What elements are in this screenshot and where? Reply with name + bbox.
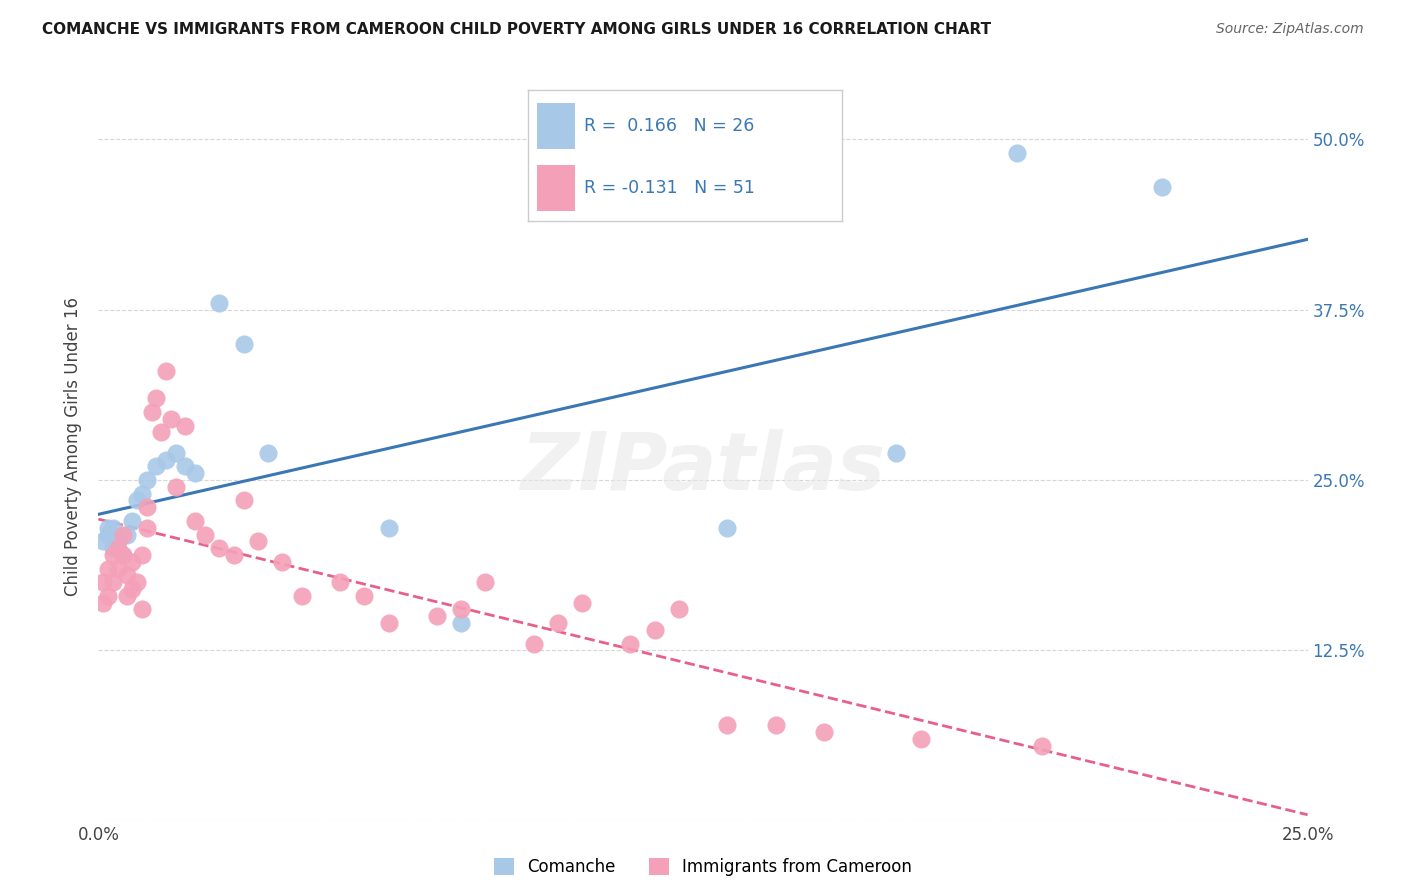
- Point: [256, 446, 278, 460]
- Point: [165, 446, 187, 460]
- Point: [247, 534, 270, 549]
- Point: [135, 521, 157, 535]
- Point: [101, 541, 124, 556]
- Point: [377, 521, 399, 535]
- Point: [765, 718, 787, 732]
- Point: [91, 534, 114, 549]
- Point: [91, 596, 114, 610]
- Point: [135, 473, 157, 487]
- Point: [127, 493, 149, 508]
- Point: [450, 602, 472, 616]
- Point: [232, 493, 254, 508]
- Point: [450, 616, 472, 631]
- Point: [101, 548, 124, 562]
- Point: [111, 548, 134, 562]
- Point: [547, 616, 569, 631]
- Point: [644, 623, 666, 637]
- Point: [111, 548, 134, 562]
- Point: [184, 514, 207, 528]
- Text: ZIPatlas: ZIPatlas: [520, 429, 886, 508]
- Point: [121, 555, 143, 569]
- Point: [232, 336, 254, 351]
- Point: [426, 609, 449, 624]
- Point: [121, 514, 143, 528]
- Point: [107, 541, 129, 556]
- Point: [716, 521, 738, 535]
- Point: [135, 500, 157, 515]
- Point: [668, 602, 690, 616]
- Point: [165, 480, 187, 494]
- Point: [184, 467, 207, 481]
- Text: Source: ZipAtlas.com: Source: ZipAtlas.com: [1216, 22, 1364, 37]
- Point: [1031, 739, 1053, 753]
- Point: [716, 718, 738, 732]
- Point: [117, 568, 139, 582]
- Point: [150, 425, 173, 440]
- Point: [97, 589, 120, 603]
- Point: [101, 521, 124, 535]
- Point: [1152, 180, 1174, 194]
- Point: [101, 575, 124, 590]
- Point: [97, 561, 120, 575]
- Legend: Comanche, Immigrants from Cameroon: Comanche, Immigrants from Cameroon: [488, 852, 918, 883]
- Point: [174, 418, 197, 433]
- Point: [222, 548, 245, 562]
- Point: [160, 411, 183, 425]
- Point: [97, 527, 120, 541]
- Point: [121, 582, 143, 596]
- Point: [910, 731, 932, 746]
- Point: [117, 589, 139, 603]
- Point: [1007, 146, 1029, 161]
- Point: [91, 575, 114, 590]
- Point: [813, 725, 835, 739]
- Y-axis label: Child Poverty Among Girls Under 16: Child Poverty Among Girls Under 16: [65, 296, 83, 596]
- Point: [111, 527, 134, 541]
- Point: [271, 555, 294, 569]
- Point: [97, 521, 120, 535]
- Point: [145, 392, 167, 406]
- Point: [107, 534, 129, 549]
- Point: [131, 548, 153, 562]
- Point: [377, 616, 399, 631]
- Point: [107, 561, 129, 575]
- Point: [145, 459, 167, 474]
- Point: [117, 527, 139, 541]
- Point: [329, 575, 352, 590]
- Point: [474, 575, 496, 590]
- Point: [208, 541, 231, 556]
- Point: [353, 589, 375, 603]
- Point: [571, 596, 593, 610]
- Point: [194, 527, 217, 541]
- Point: [619, 636, 641, 650]
- Point: [155, 452, 177, 467]
- Point: [523, 636, 546, 650]
- Point: [886, 446, 908, 460]
- Point: [127, 575, 149, 590]
- Point: [141, 405, 163, 419]
- Point: [131, 486, 153, 500]
- Text: COMANCHE VS IMMIGRANTS FROM CAMEROON CHILD POVERTY AMONG GIRLS UNDER 16 CORRELAT: COMANCHE VS IMMIGRANTS FROM CAMEROON CHI…: [42, 22, 991, 37]
- Point: [290, 589, 312, 603]
- Point: [174, 459, 197, 474]
- Point: [155, 364, 177, 378]
- Point: [131, 602, 153, 616]
- Point: [208, 296, 231, 310]
